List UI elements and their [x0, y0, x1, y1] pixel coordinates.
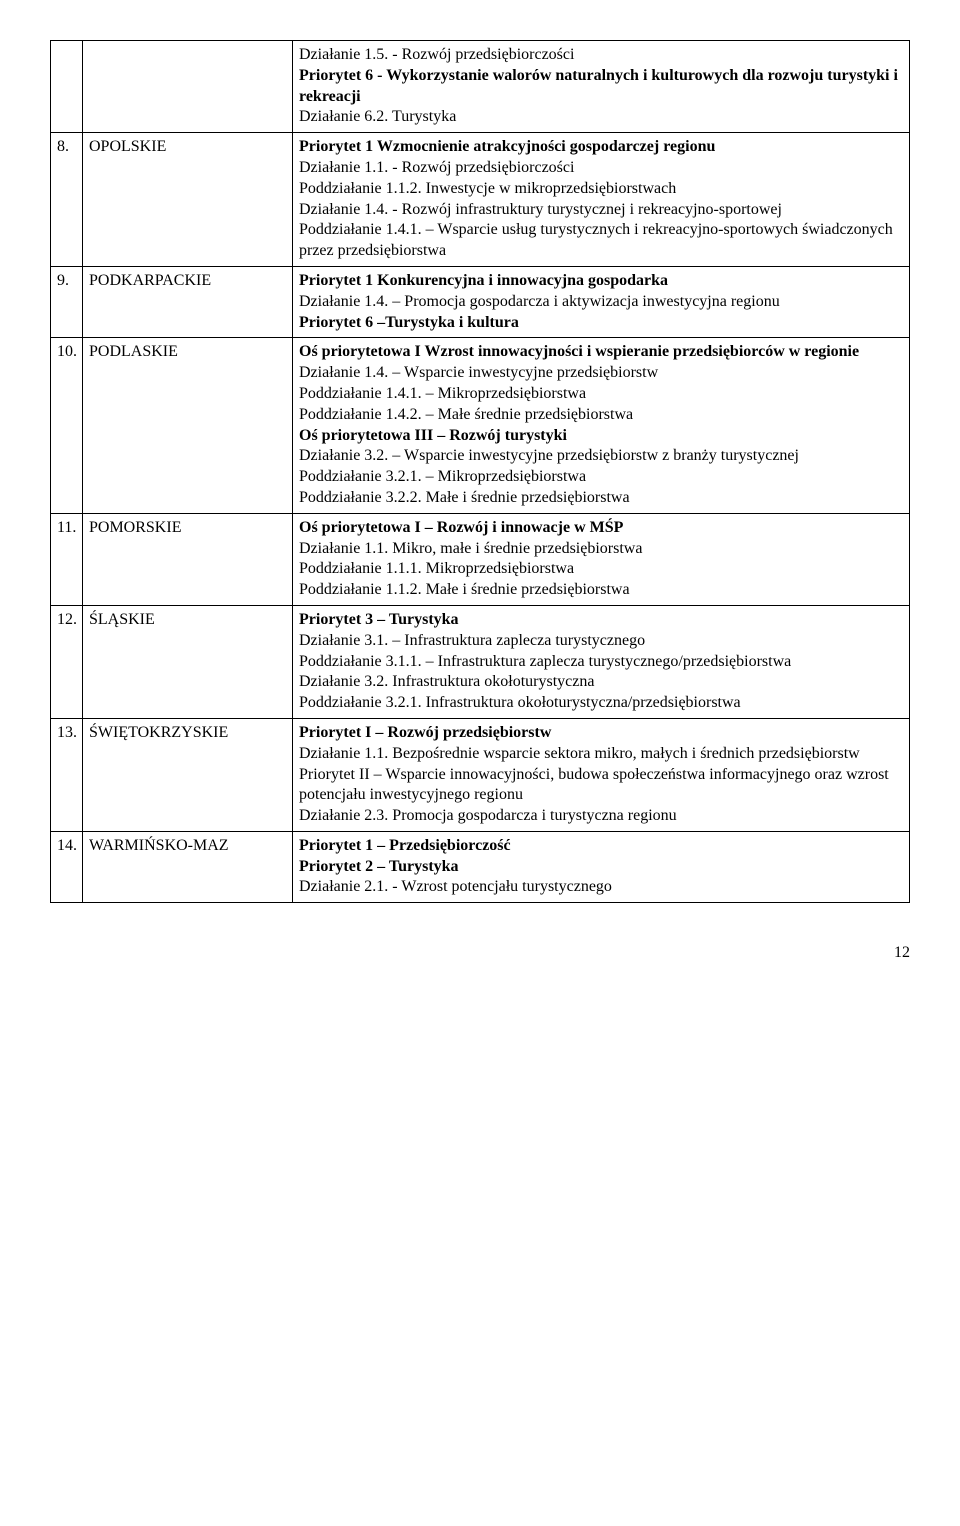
content-cell: Priorytet 3 – TurystykaDziałanie 3.1. – … — [293, 605, 910, 718]
content-cell: Priorytet I – Rozwój przedsiębiorstwDzia… — [293, 718, 910, 831]
content-line: Oś priorytetowa I – Rozwój i innowacje w… — [299, 518, 903, 539]
region-cell: WARMIŃSKO-MAZ — [83, 831, 293, 902]
content-line: Poddziałanie 1.1.2. Inwestycje w mikropr… — [299, 179, 903, 200]
content-line: Działanie 6.2. Turystyka — [299, 107, 903, 128]
page-number: 12 — [50, 943, 910, 964]
table-row: 13.ŚWIĘTOKRZYSKIEPriorytet I – Rozwój pr… — [51, 718, 910, 831]
content-line: Priorytet 2 – Turystyka — [299, 857, 903, 878]
table-row: 14.WARMIŃSKO-MAZPriorytet 1 – Przedsiębi… — [51, 831, 910, 902]
regions-table: Działanie 1.5. - Rozwój przedsiębiorczoś… — [50, 40, 910, 903]
content-line: Działanie 2.3. Promocja gospodarcza i tu… — [299, 806, 903, 827]
row-number-cell — [51, 41, 83, 133]
content-line: Działanie 1.4. – Wsparcie inwestycyjne p… — [299, 363, 903, 384]
row-number-cell: 14. — [51, 831, 83, 902]
content-line: Poddziałanie 1.1.1. Mikroprzedsiębiorstw… — [299, 559, 903, 580]
region-cell: ŚWIĘTOKRZYSKIE — [83, 718, 293, 831]
content-line: Priorytet 3 – Turystyka — [299, 610, 903, 631]
content-cell: Priorytet 1 Konkurencyjna i innowacyjna … — [293, 266, 910, 337]
table-row: 10.PODLASKIE Oś priorytetowa I Wzrost inn… — [51, 338, 910, 513]
content-line: Priorytet 1 – Przedsiębiorczość — [299, 836, 903, 857]
table-row: 8.OPOLSKIE Priorytet 1 Wzmocnienie atrakc… — [51, 133, 910, 267]
content-line: Poddziałanie 1.4.1. – Mikroprzedsiębiors… — [299, 384, 903, 405]
content-line: Priorytet 6 - Wykorzystanie walorów natu… — [299, 66, 903, 108]
table-row: 9.PODKARPACKIE Priorytet 1 Konkurencyjna … — [51, 266, 910, 337]
table-row: 12.ŚLĄSKIEPriorytet 3 – TurystykaDziałan… — [51, 605, 910, 718]
content-line: Działanie 1.4. - Rozwój infrastruktury t… — [299, 200, 903, 221]
table-row: Działanie 1.5. - Rozwój przedsiębiorczoś… — [51, 41, 910, 133]
row-number-cell: 9. — [51, 266, 83, 337]
content-cell: Priorytet 1 – PrzedsiębiorczośćPriorytet… — [293, 831, 910, 902]
region-cell — [83, 41, 293, 133]
content-cell: Działanie 1.5. - Rozwój przedsiębiorczoś… — [293, 41, 910, 133]
content-line: Poddziałanie 1.4.1. – Wsparcie usług tur… — [299, 220, 903, 262]
row-number-cell: 12. — [51, 605, 83, 718]
content-line: Poddziałanie 3.1.1. – Infrastruktura zap… — [299, 652, 903, 673]
content-line: Poddziałanie 3.2.2. Małe i średnie przed… — [299, 488, 903, 509]
content-cell: Oś priorytetowa I Wzrost innowacyjności … — [293, 338, 910, 513]
region-cell: ŚLĄSKIE — [83, 605, 293, 718]
region-cell: PODKARPACKIE — [83, 266, 293, 337]
region-cell: POMORSKIE — [83, 513, 293, 605]
row-number-cell: 13. — [51, 718, 83, 831]
content-line: Poddziałanie 1.1.2. Małe i średnie przed… — [299, 580, 903, 601]
content-line: Działanie 1.4. – Promocja gospodarcza i … — [299, 292, 903, 313]
content-line: Działanie 2.1. - Wzrost potencjału turys… — [299, 877, 903, 898]
content-line: Priorytet 1 Wzmocnienie atrakcyjności go… — [299, 137, 903, 158]
content-line: Działanie 1.1. - Rozwój przedsiębiorczoś… — [299, 158, 903, 179]
content-line: Oś priorytetowa I Wzrost innowacyjności … — [299, 342, 903, 363]
content-line: Działanie 1.1. Bezpośrednie wsparcie sek… — [299, 744, 903, 765]
content-line: Działanie 1.5. - Rozwój przedsiębiorczoś… — [299, 45, 903, 66]
row-number-cell: 10. — [51, 338, 83, 513]
content-line: Działanie 3.2. – Wsparcie inwestycyjne p… — [299, 446, 903, 467]
content-line: Priorytet I – Rozwój przedsiębiorstw — [299, 723, 903, 744]
table-row: 11.POMORSKIE Oś priorytetowa I – Rozwój i… — [51, 513, 910, 605]
content-cell: Oś priorytetowa I – Rozwój i innowacje w… — [293, 513, 910, 605]
content-line: Oś priorytetowa III – Rozwój turystyki — [299, 426, 903, 447]
region-cell: OPOLSKIE — [83, 133, 293, 267]
region-cell: PODLASKIE — [83, 338, 293, 513]
row-number-cell: 8. — [51, 133, 83, 267]
content-line: Priorytet 1 Konkurencyjna i innowacyjna … — [299, 271, 903, 292]
content-line: Priorytet 6 –Turystyka i kultura — [299, 313, 903, 334]
content-line: Działanie 3.2. Infrastruktura okołoturys… — [299, 672, 903, 693]
row-number-cell: 11. — [51, 513, 83, 605]
content-line: Poddziałanie 3.2.1. – Mikroprzedsiębiors… — [299, 467, 903, 488]
content-line: Poddziałanie 3.2.1. Infrastruktura około… — [299, 693, 903, 714]
content-line: Działanie 1.1. Mikro, małe i średnie prz… — [299, 539, 903, 560]
content-cell: Priorytet 1 Wzmocnienie atrakcyjności go… — [293, 133, 910, 267]
content-line: Poddziałanie 1.4.2. – Małe średnie przed… — [299, 405, 903, 426]
content-line: Priorytet II – Wsparcie innowacyjności, … — [299, 765, 903, 807]
content-line: Działanie 3.1. – Infrastruktura zaplecza… — [299, 631, 903, 652]
